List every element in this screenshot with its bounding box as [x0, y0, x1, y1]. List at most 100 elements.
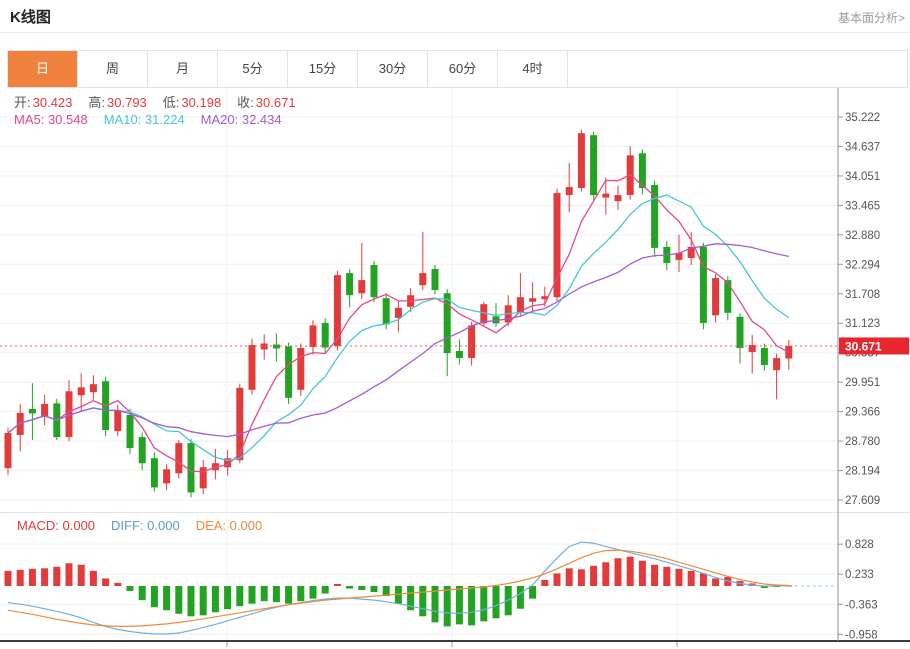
diff-line	[7, 541, 789, 635]
candle-body	[309, 325, 317, 347]
macd-bar	[28, 568, 36, 586]
macd-bar	[638, 560, 646, 586]
price-tick-label: 29.951	[845, 377, 880, 389]
candle-body	[651, 185, 659, 248]
macd-bar	[236, 586, 244, 607]
price-tick-label: 32.294	[845, 259, 881, 271]
candle-body	[687, 246, 695, 258]
macd-bar	[419, 586, 427, 617]
candle-body	[272, 344, 280, 349]
tab-15min[interactable]: 15分	[288, 51, 358, 87]
candle-body	[248, 345, 256, 390]
candle-body	[492, 316, 500, 324]
price-tick-label: 27.609	[845, 495, 880, 507]
candle-body	[346, 273, 354, 296]
candle-body	[602, 193, 610, 198]
tab-60min[interactable]: 60分	[428, 51, 498, 87]
ohlc-value: 30.793	[107, 95, 147, 110]
ma-readout: MA5: 30.548 MA10: 31.224 MA20: 32.434	[14, 112, 298, 127]
tab-week[interactable]: 周	[78, 51, 148, 87]
macd-bar	[224, 586, 232, 610]
macd-bar	[126, 586, 134, 592]
candle-body	[150, 458, 158, 488]
candle-body	[516, 297, 524, 313]
ma-item: MA10: 31.224	[103, 112, 185, 127]
tab-month[interactable]: 月	[148, 51, 218, 87]
candle-body	[553, 193, 561, 298]
candle-body	[736, 316, 744, 348]
macd-bar	[4, 570, 12, 586]
tab-30min[interactable]: 30分	[358, 51, 428, 87]
ohlc-readout: 开: 30.423 高: 30.793 低: 30.198 收: 30.671	[14, 92, 312, 111]
candle-body	[431, 269, 439, 291]
candle-body	[126, 414, 134, 449]
macd-bar	[199, 586, 207, 616]
ma-item: MA5: 30.548	[14, 112, 88, 127]
candle-body	[455, 351, 463, 358]
macd-bar	[163, 586, 171, 611]
macd-bar	[65, 563, 73, 586]
candle-body	[16, 412, 24, 435]
candle-body	[41, 403, 49, 416]
macd-histogram	[4, 556, 793, 627]
price-tick-label: 33.465	[845, 200, 880, 212]
price-tick-label: 28.780	[845, 436, 880, 448]
ohlc-value: 30.423	[32, 95, 73, 110]
macd-bar	[577, 569, 585, 586]
macd-bar	[651, 564, 659, 586]
candle-body	[77, 387, 85, 396]
ma20-line	[7, 243, 789, 438]
tab-day[interactable]: 日	[8, 51, 78, 87]
macd-bar	[382, 586, 390, 597]
current-price-tag: 30.671	[839, 337, 909, 355]
macd-bar	[285, 586, 293, 604]
macd-bar	[614, 558, 622, 586]
price-tick-label: 34.637	[845, 141, 880, 153]
ohlc-item: 开: 30.423	[14, 95, 72, 110]
candle-body	[175, 443, 183, 474]
price-tick-label: 32.880	[845, 230, 880, 242]
macd-bar	[321, 586, 329, 594]
tab-strip-spacer	[568, 51, 907, 87]
ma5-line	[7, 173, 790, 473]
candle-body	[138, 437, 146, 464]
candle-body	[443, 293, 451, 354]
candle-body	[224, 458, 232, 468]
tab-4hour[interactable]: 4时	[498, 51, 568, 87]
macd-bar	[89, 570, 97, 586]
fundamental-analysis-link[interactable]: 基本面分析>	[837, 11, 905, 25]
candle-body	[285, 346, 293, 398]
macd-bar	[455, 586, 463, 625]
tab-5min[interactable]: 5分	[218, 51, 288, 87]
candle-body	[541, 296, 549, 300]
candle-body	[468, 325, 476, 359]
macd-bar	[626, 556, 634, 586]
ohlc-label: 低:	[162, 95, 180, 110]
candle-body	[4, 433, 12, 469]
ohlc-label: 开:	[14, 95, 31, 110]
macd-bar	[138, 586, 146, 601]
candle-body	[28, 408, 36, 414]
macd-tick-label: 0.233	[845, 569, 874, 581]
macd-bar	[663, 566, 671, 586]
macd-bar	[187, 586, 195, 617]
macd-bar	[77, 564, 85, 586]
price-tick-label: 28.194	[845, 466, 881, 478]
page-title: K线图	[10, 9, 51, 26]
candle-body	[760, 348, 768, 366]
candle-body	[480, 304, 488, 324]
macd-bar	[699, 573, 707, 586]
macd-bar	[516, 586, 524, 609]
candle-body	[199, 467, 207, 489]
candle-body	[187, 443, 195, 493]
candle-body	[638, 153, 646, 188]
candle-body	[675, 252, 683, 260]
candle-body	[236, 387, 244, 461]
macd-item: DEA: 0.000	[195, 518, 263, 533]
macd-bar	[687, 570, 695, 586]
period-tabs: 日周月 5分 15分 30分 60分 4时	[7, 50, 908, 88]
macd-bar	[370, 586, 378, 593]
macd-bar	[468, 586, 476, 626]
